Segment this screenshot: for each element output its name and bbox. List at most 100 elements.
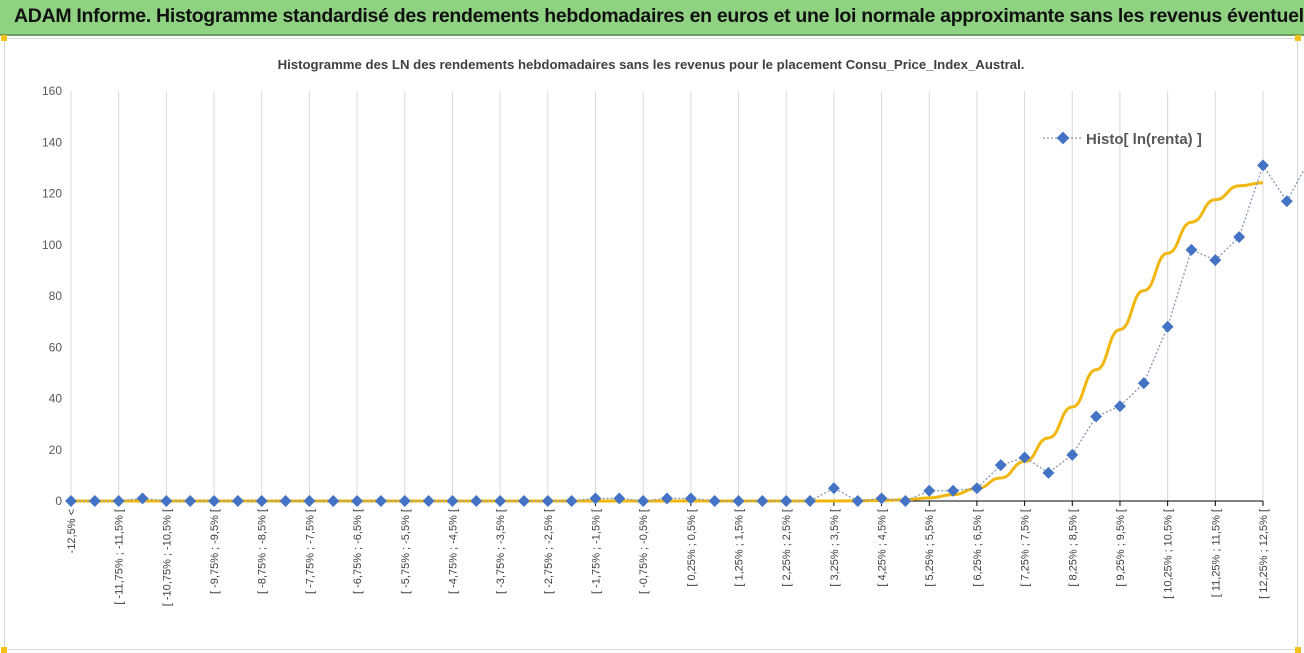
- histo-point: [899, 495, 912, 507]
- legend-marker: [1056, 131, 1070, 145]
- histo-point: [351, 495, 364, 507]
- report-banner: ADAM Informe. Histogramme standardisé de…: [0, 0, 1304, 36]
- histo-point: [708, 495, 721, 507]
- histo-point: [422, 495, 435, 507]
- histo-point: [541, 495, 554, 507]
- histo-point: [613, 492, 626, 505]
- x-axis-ticks: -12,5% < [ -11,75% ; -11,5% [ [ -10,75% ; …: [66, 501, 1270, 606]
- histo-point: [1280, 195, 1293, 208]
- histo-point: [1209, 254, 1222, 267]
- x-tick-label: [ -2,75% ; -2,5% [: [543, 509, 555, 594]
- histo-point: [1161, 320, 1174, 333]
- y-tick-label: 160: [42, 84, 62, 98]
- x-tick-label: [ 2,25% ; 2,5% [: [781, 509, 793, 587]
- y-tick-label: 100: [42, 238, 62, 252]
- histo-point: [470, 495, 483, 507]
- histo-point: [1257, 159, 1269, 172]
- x-tick-label: [ -0,75% ; -0,5% [: [638, 509, 650, 594]
- histo-point: [112, 495, 125, 507]
- histo-point: [65, 495, 77, 507]
- histo-point: [208, 495, 220, 507]
- y-tick-label: 140: [42, 135, 62, 149]
- histo-point: [684, 492, 697, 505]
- histo-point: [160, 495, 173, 507]
- histo-point: [374, 495, 387, 507]
- histo-point: [279, 495, 292, 507]
- x-tick-label: [ 7,25% ; 7,5% [: [1020, 509, 1032, 587]
- chart-title: Histogramme des LN des rendements hebdom…: [278, 57, 1025, 72]
- y-tick-label: 60: [49, 340, 63, 354]
- y-tick-label: 120: [42, 187, 62, 201]
- x-tick-label: [ -9,75% ; -9,5% [: [209, 509, 221, 594]
- normal-curve-line: [70, 181, 1264, 503]
- histo-point: [398, 495, 411, 507]
- y-axis-ticks: 0 20 40 60 80 100 120 140 160: [42, 84, 62, 508]
- histo-point: [756, 495, 769, 507]
- histo-point: [1042, 466, 1055, 479]
- histo-point: [1066, 448, 1079, 461]
- histo-point: [446, 495, 459, 507]
- y-tick-label: 0: [55, 494, 62, 508]
- x-tick-label: [ 8,25% ; 8,5% [: [1067, 509, 1079, 587]
- legend: Histo[ ln(renta) ]: [1043, 131, 1202, 148]
- y-tick-label: 40: [49, 392, 63, 406]
- histo-point: [1137, 377, 1150, 390]
- x-tick-label: [ -11,75% ; -11,5% [: [114, 509, 126, 605]
- histo-point: [1090, 410, 1103, 423]
- histo-point: [494, 495, 507, 507]
- histo-point: [1018, 451, 1031, 464]
- x-tick-label: [ 10,25% ; 10,5% [: [1163, 509, 1175, 599]
- histo-point: [1185, 243, 1198, 256]
- x-tick-label: [ 0,25% ; 0,5% [: [686, 509, 698, 587]
- x-tick-label: [ -8,75% ; -8,5% [: [257, 509, 269, 594]
- frame-handle-bottom-right[interactable]: [1295, 647, 1301, 653]
- histo-point: [184, 495, 197, 507]
- histo-point: [589, 492, 602, 505]
- histo-point: [970, 482, 983, 495]
- histo-point: [565, 495, 578, 507]
- histo-point: [637, 495, 650, 507]
- legend-label: Histo[ ln(renta) ]: [1086, 131, 1202, 148]
- x-tick-label: -12,5% <: [66, 509, 78, 553]
- histo-point: [231, 495, 244, 507]
- histo-point: [851, 495, 864, 507]
- x-tick-label: [ 1,25% ; 1,5% [: [734, 509, 746, 587]
- histo-point: [732, 495, 745, 507]
- x-tick-label: [ 11,25% ; 11,5% [: [1210, 509, 1222, 597]
- histo-point: [88, 495, 101, 507]
- x-tick-label: [ -3,75% ; -3,5% [: [495, 509, 507, 594]
- histo-point: [827, 482, 840, 495]
- histo-point: [255, 495, 268, 507]
- y-tick-label: 20: [49, 443, 63, 457]
- x-tick-label: [ 3,25% ; 3,5% [: [829, 509, 841, 587]
- x-tick-label: [ 12,25% ; 12,5% [: [1258, 509, 1270, 599]
- histo-point: [923, 484, 936, 497]
- histo-point: [875, 492, 888, 505]
- frame-handle-top-left[interactable]: [1, 35, 7, 41]
- x-tick-label: [ 5,25% ; 5,5% [: [924, 509, 936, 587]
- histo-point: [780, 495, 793, 507]
- histo-point: [327, 495, 340, 507]
- x-tick-label: [ 4,25% ; 4,5% [: [877, 509, 889, 587]
- x-tick-label: [ -10,75% ; -10,5% [: [161, 509, 173, 606]
- gridlines: [70, 91, 1264, 502]
- histo-point: [994, 459, 1007, 472]
- x-tick-label: [ -1,75% ; -1,5% [: [590, 509, 602, 594]
- y-tick-label: 80: [49, 289, 63, 303]
- x-tick-label: [ 6,25% ; 6,5% [: [972, 509, 984, 587]
- chart-frame: [1, 35, 1301, 653]
- frame-handle-bottom-left[interactable]: [1, 647, 7, 653]
- histo-point: [303, 495, 316, 507]
- histo-point: [136, 492, 149, 505]
- report-title: ADAM Informe. Histogramme standardisé de…: [14, 5, 1304, 27]
- x-tick-label: [ -7,75% ; -7,5% [: [304, 509, 316, 594]
- x-tick-label: [ -5,75% ; -5,5% [: [400, 509, 412, 594]
- histo-point: [947, 484, 960, 497]
- histo-point: [1233, 231, 1246, 244]
- frame-handle-top-right[interactable]: [1295, 35, 1301, 41]
- x-tick-label: [ -4,75% ; -4,5% [: [447, 509, 459, 594]
- series-layer: [65, 159, 1304, 507]
- histo-point: [804, 495, 816, 507]
- histo-point: [518, 495, 530, 507]
